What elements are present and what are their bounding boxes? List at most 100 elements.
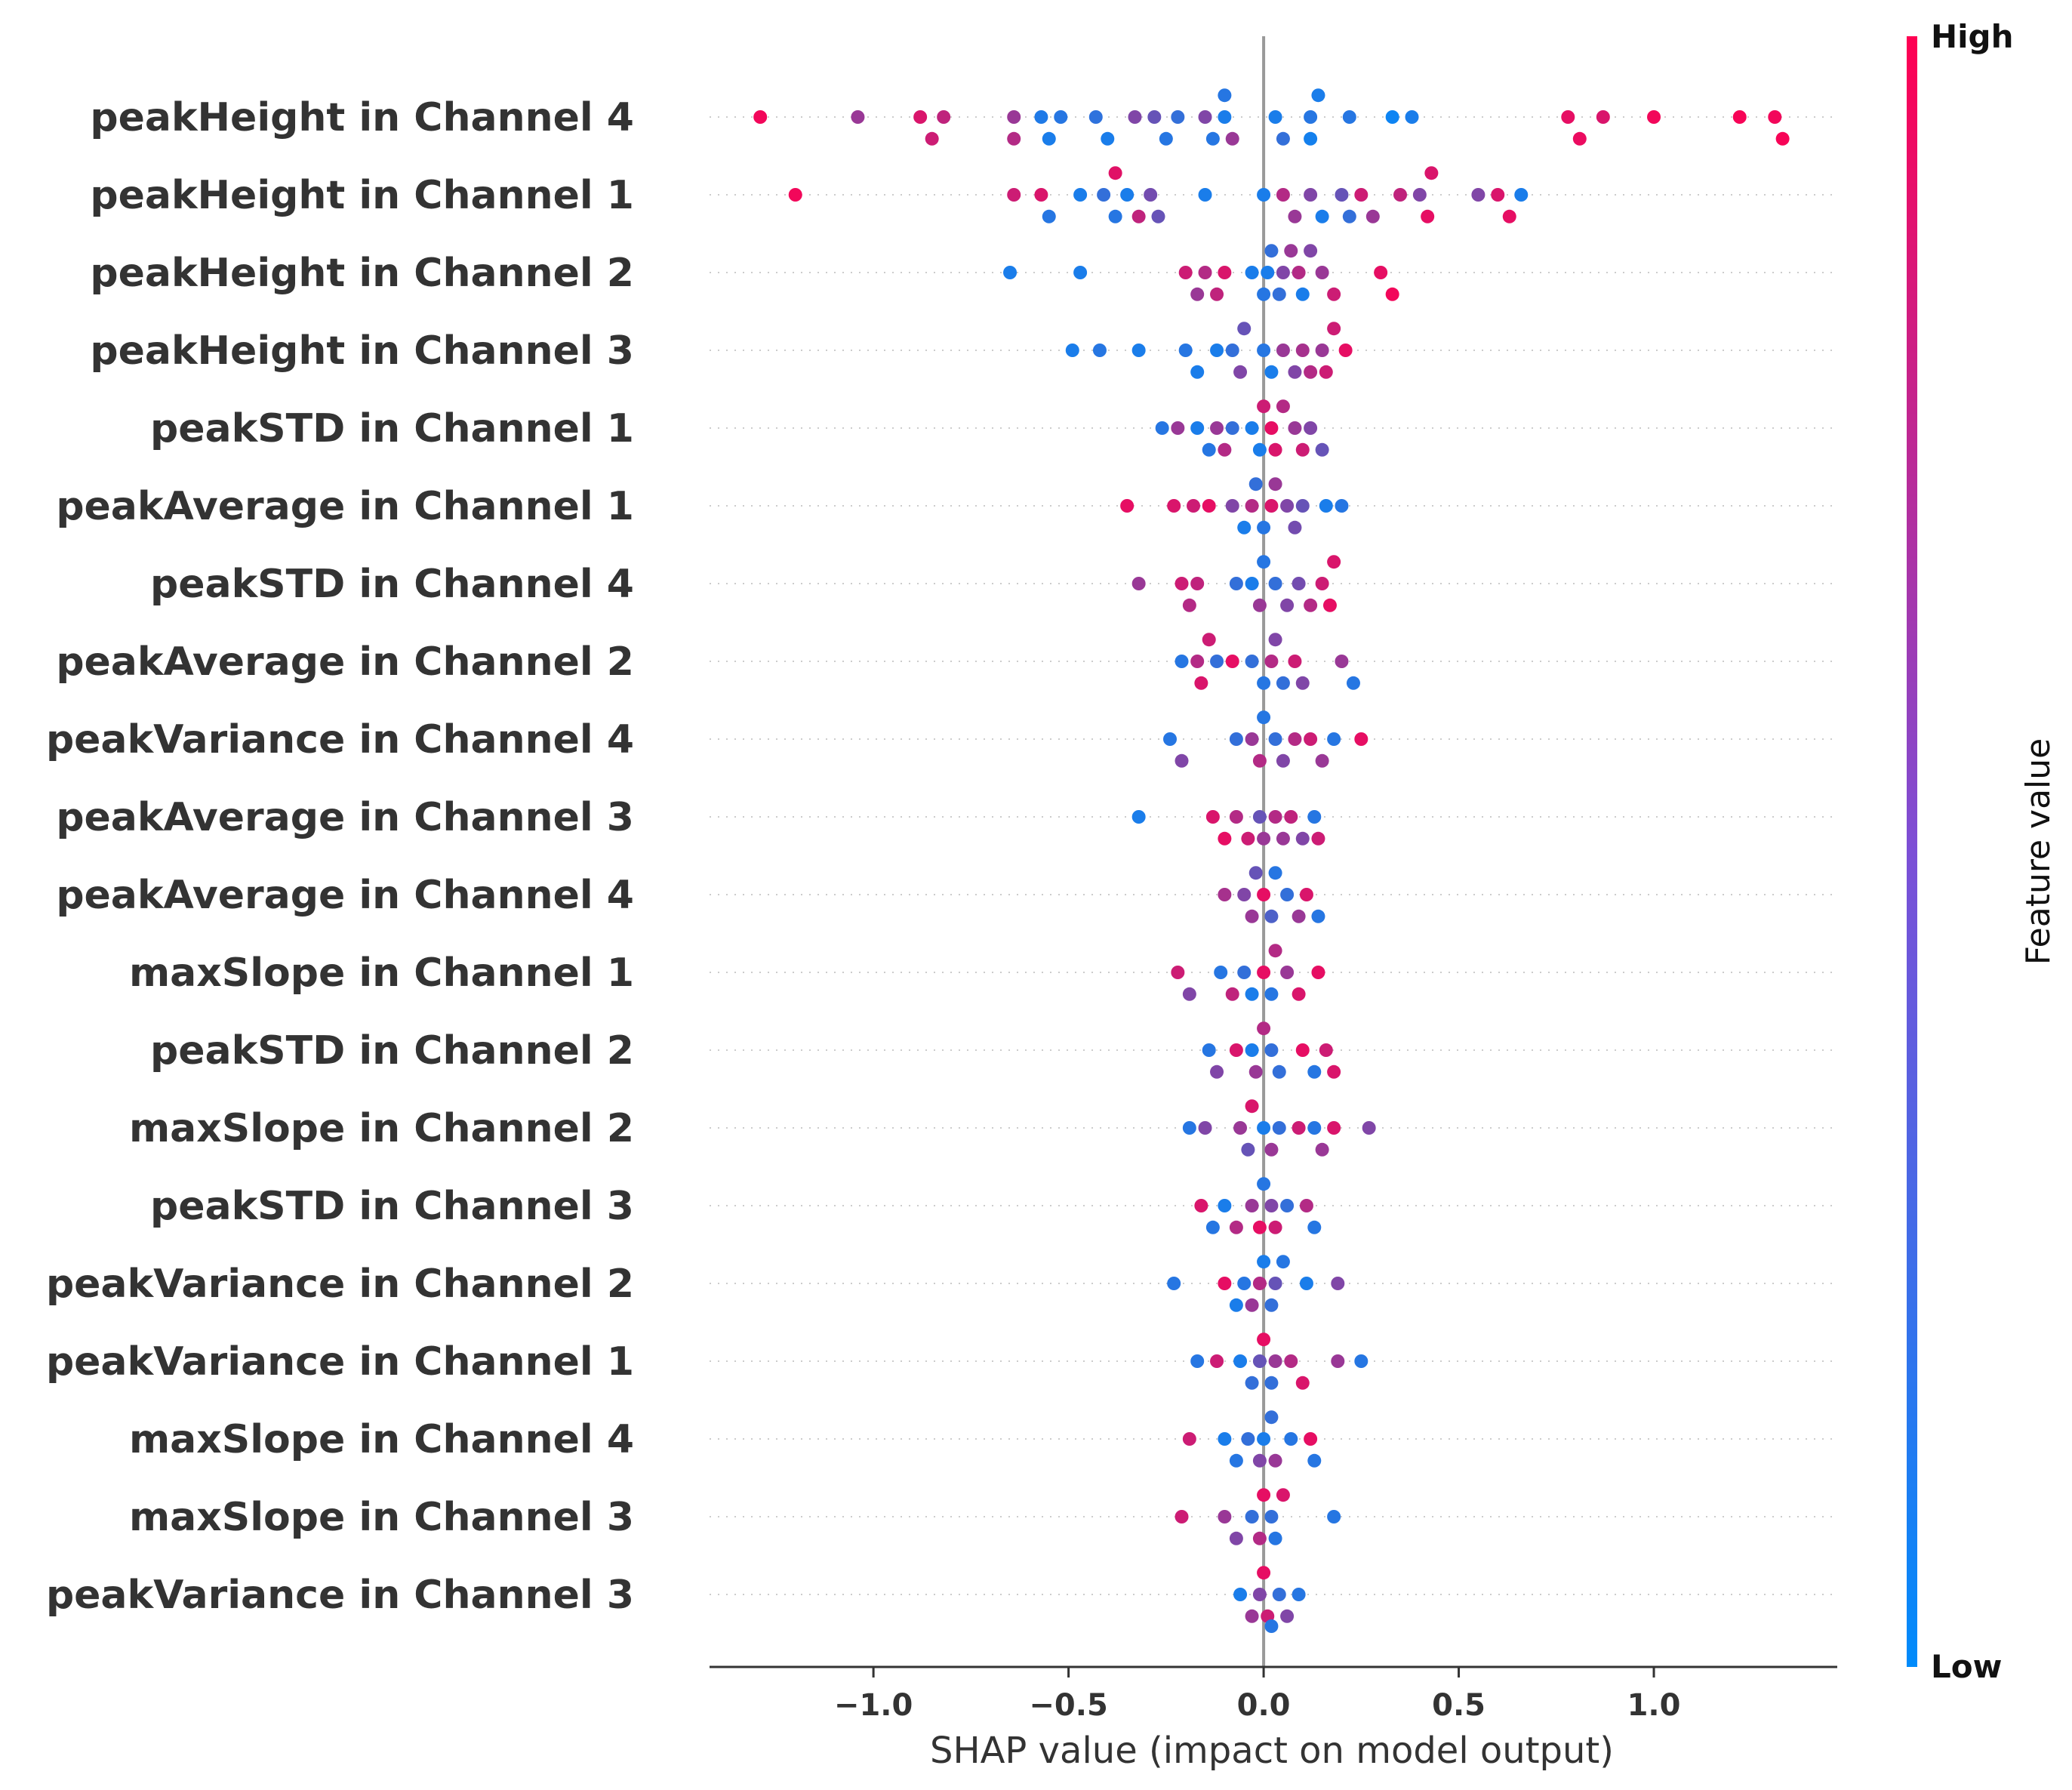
shap-point bbox=[1178, 344, 1193, 357]
shap-point bbox=[1315, 442, 1329, 457]
shap-point bbox=[1299, 1277, 1313, 1290]
shap-point bbox=[1264, 1199, 1279, 1212]
shap-point bbox=[1327, 287, 1341, 301]
shap-point bbox=[1190, 577, 1205, 590]
shap-point bbox=[1272, 1064, 1286, 1079]
shap-point bbox=[1218, 1510, 1232, 1524]
shap-point bbox=[1264, 1043, 1279, 1057]
shap-point bbox=[1284, 244, 1298, 258]
shap-point bbox=[1237, 966, 1252, 979]
shap-point bbox=[1272, 1121, 1286, 1135]
shap-point bbox=[1257, 676, 1271, 690]
shap-point bbox=[1073, 188, 1088, 202]
shap-point bbox=[1198, 1121, 1212, 1135]
x-tick-label: 0.5 bbox=[1432, 1688, 1485, 1723]
shap-point bbox=[1295, 442, 1310, 457]
x-tick-label: −0.5 bbox=[1029, 1688, 1107, 1723]
shap-point bbox=[1131, 810, 1146, 824]
shap-point bbox=[1288, 520, 1302, 535]
shap-point bbox=[1311, 966, 1325, 979]
shap-point bbox=[1205, 1220, 1220, 1234]
shap-point bbox=[1264, 655, 1279, 668]
shap-point bbox=[1257, 555, 1271, 569]
shap-point bbox=[1245, 266, 1259, 279]
shap-point bbox=[1175, 577, 1189, 590]
shap-point bbox=[1252, 598, 1267, 612]
shap-point bbox=[1257, 520, 1271, 535]
shap-point bbox=[1299, 1199, 1313, 1212]
feature-label: peakHeight in Channel 4 bbox=[90, 95, 634, 140]
shap-point bbox=[1182, 1432, 1196, 1446]
shap-point bbox=[1120, 499, 1135, 513]
shap-point bbox=[1241, 831, 1255, 846]
shap-point bbox=[1502, 209, 1516, 223]
shap-point bbox=[1304, 244, 1318, 258]
shap-point bbox=[1268, 1531, 1282, 1545]
shap-point bbox=[1210, 421, 1224, 435]
shap-point bbox=[1264, 1410, 1279, 1425]
shap-point bbox=[1218, 1432, 1232, 1446]
shap-point bbox=[1315, 209, 1329, 223]
shap-point bbox=[1128, 110, 1142, 124]
shap-point bbox=[1421, 209, 1435, 223]
shap-point bbox=[1276, 266, 1290, 279]
shap-point bbox=[1194, 676, 1208, 690]
shap-point bbox=[1319, 499, 1333, 513]
shap-point bbox=[1237, 520, 1252, 535]
shap-point bbox=[1257, 1177, 1271, 1191]
shap-point bbox=[1264, 987, 1279, 1001]
shap-point bbox=[1252, 810, 1267, 824]
shap-point bbox=[1241, 1142, 1255, 1157]
shap-point bbox=[1276, 753, 1290, 768]
shap-point bbox=[1471, 188, 1485, 202]
shap-point bbox=[1214, 966, 1228, 979]
shap-point bbox=[1304, 421, 1318, 435]
shap-point bbox=[1514, 188, 1529, 202]
colorbar-low-label: Low bbox=[1931, 1648, 2002, 1685]
shap-point bbox=[1315, 1142, 1329, 1157]
shap-point bbox=[1284, 1432, 1298, 1446]
x-axis-title: SHAP value (impact on model output) bbox=[930, 1730, 1614, 1772]
shap-point bbox=[1561, 110, 1575, 124]
shap-point bbox=[1245, 421, 1259, 435]
shap-point bbox=[1276, 131, 1290, 146]
shap-point bbox=[1280, 1609, 1295, 1623]
shap-point bbox=[1295, 676, 1310, 690]
shap-point bbox=[1054, 110, 1068, 124]
shap-point bbox=[1280, 598, 1295, 612]
colorbar-high-label: High bbox=[1931, 18, 2014, 55]
shap-point bbox=[1264, 365, 1279, 379]
shap-point bbox=[1264, 499, 1279, 513]
shap-point bbox=[1205, 810, 1220, 824]
shap-point bbox=[1229, 1453, 1243, 1468]
shap-point bbox=[1202, 1043, 1216, 1057]
shap-point bbox=[1315, 344, 1329, 357]
shap-point bbox=[1175, 655, 1189, 668]
shap-point bbox=[1190, 1354, 1205, 1368]
shap-point bbox=[1003, 266, 1018, 279]
feature-label: peakVariance in Channel 2 bbox=[46, 1262, 634, 1307]
shap-point bbox=[1225, 131, 1239, 146]
shap-point bbox=[753, 110, 768, 124]
shap-point bbox=[1159, 131, 1173, 146]
shap-point bbox=[1268, 866, 1282, 880]
shap-point bbox=[1572, 131, 1587, 146]
shap-point bbox=[1171, 110, 1185, 124]
shap-point bbox=[1264, 421, 1279, 435]
shap-point bbox=[1304, 365, 1318, 379]
shap-point bbox=[1007, 188, 1021, 202]
shap-point bbox=[1245, 499, 1259, 513]
shap-point bbox=[1155, 421, 1169, 435]
shap-point bbox=[1327, 555, 1341, 569]
shap-point bbox=[1171, 966, 1185, 979]
shap-point bbox=[1327, 1064, 1341, 1079]
shap-point bbox=[1190, 287, 1205, 301]
shap-point bbox=[1225, 421, 1239, 435]
shap-point bbox=[1042, 209, 1056, 223]
shap-point bbox=[1311, 88, 1325, 103]
x-axis: −1.0 −0.5 0.0 0.5 1.0 bbox=[710, 1665, 1837, 1723]
shap-point bbox=[1304, 188, 1318, 202]
shap-point bbox=[1233, 1588, 1248, 1601]
shap-point bbox=[1385, 287, 1399, 301]
shap-point bbox=[1187, 499, 1201, 513]
